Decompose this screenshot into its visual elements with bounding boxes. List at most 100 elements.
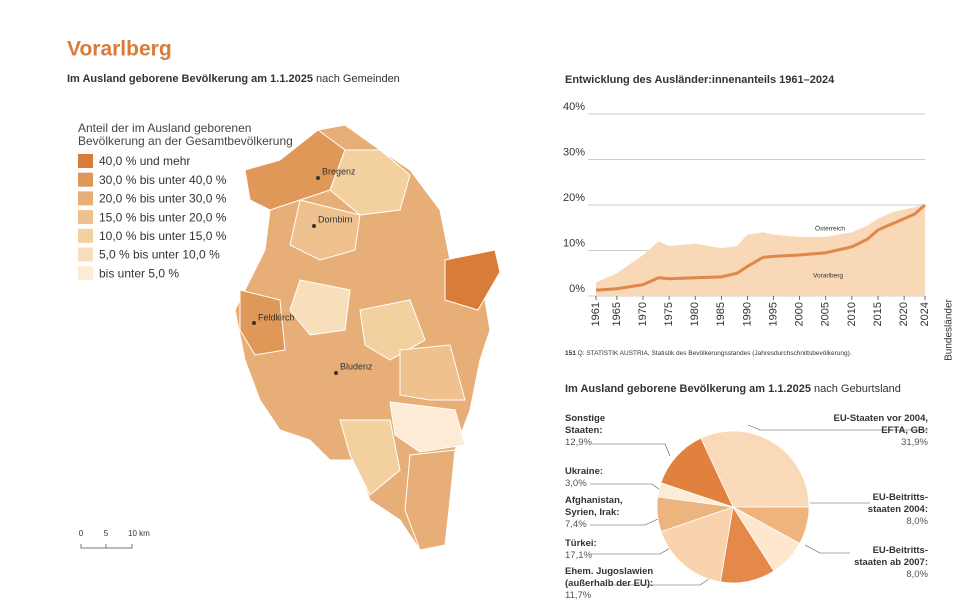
y-tick-label: 10% [563, 237, 585, 249]
x-tick-label: 1985 [715, 302, 727, 326]
pie-category: Sonstige Staaten: [565, 413, 606, 436]
pie-slice [660, 437, 734, 508]
x-tick-label: 1990 [741, 302, 753, 326]
pie-label: Sonstige Staaten: 12,9% [565, 413, 615, 449]
pie-category: Ukraine: [565, 466, 604, 477]
x-tick-label: 2020 [898, 302, 910, 326]
map-title: Im Ausland geborene Bevölkerung am 1.1.2… [67, 73, 400, 85]
scale-label: 10 km [128, 529, 150, 538]
x-tick-label: 2015 [872, 302, 884, 326]
pie-label: Ukraine: 3,0% [565, 466, 645, 490]
pie-label: Afghanistan, Syrien, Irak: 7,4% [565, 495, 640, 531]
page-title: Vorarlberg [67, 38, 172, 61]
leader-line [590, 517, 661, 526]
pie-title: Im Ausland geborene Bevölkerung am 1.1.2… [565, 383, 901, 395]
source: 151 Q: STATISTIK AUSTRIA, Statistik des … [565, 350, 852, 357]
leader-line [590, 547, 671, 555]
x-tick-label: 1995 [767, 302, 779, 326]
legend-label: 10,0 % bis unter 15,0 % [99, 229, 227, 243]
x-tick-label: 1965 [611, 302, 623, 326]
legend-title: Anteil der im Ausland geborenen Bevölker… [78, 121, 293, 148]
city-label: Bludenz [340, 361, 373, 371]
map-title-bold: Im Ausland geborene Bevölkerung am 1.1.2… [67, 73, 313, 85]
legend-label: bis unter 5,0 % [99, 266, 179, 280]
pie-value-label: 17,1% [565, 550, 592, 561]
map-region [399, 344, 466, 401]
line [595, 203, 926, 292]
y-tick-label: 0% [569, 283, 585, 295]
legend-label: 5,0 % bis unter 10,0 % [99, 248, 220, 262]
x-tick-label: 2010 [846, 302, 858, 326]
map-region [289, 199, 361, 261]
series-label: Vorarlberg [813, 273, 843, 280]
pie-slice [700, 430, 810, 508]
map-region [389, 401, 466, 453]
map-title-rest: nach Gemeinden [313, 73, 400, 85]
leader-line [590, 483, 661, 491]
pie-label: Türkei: 17,1% [565, 538, 645, 562]
map-region [339, 419, 401, 496]
pie-value-label: 8,0% [906, 569, 928, 580]
side-label: Bundesländer [944, 298, 955, 360]
line-title: Entwicklung des Ausländer:innenanteils 1… [565, 74, 835, 86]
scale-label: 5 [104, 529, 109, 538]
legend-swatch [78, 266, 93, 281]
scale-line [80, 544, 133, 549]
x-tick-label: 2005 [820, 302, 832, 326]
legend-label: 20,0 % bis unter 30,0 % [99, 192, 227, 206]
pie-label: Ehem. Jugoslawien (außerhalb der EU): 11,… [565, 566, 665, 602]
legend-swatch [78, 228, 93, 243]
pie-category: Afghanistan, Syrien, Irak: [565, 495, 623, 518]
map-region [444, 249, 501, 311]
legend-swatch [78, 154, 93, 168]
city-dot [252, 321, 256, 325]
source-text: Q: STATISTIK AUSTRIA, Statistik des Bevö… [576, 350, 852, 357]
scale-bar: 0 5 10 km [79, 529, 150, 549]
pie-title-rest: nach Geburtsland [811, 383, 901, 395]
pie-category: EU-Beitritts-staaten 2004: [867, 492, 928, 515]
pie-value-label: 12,9% [565, 437, 592, 448]
legend-swatch [78, 247, 93, 262]
x-tick-label: 2000 [794, 302, 806, 326]
pie-value-label: 11,7% [565, 590, 592, 601]
pie-value-label: 8,0% [906, 516, 928, 527]
city-dot [312, 224, 316, 228]
x-tick-label: 1970 [637, 302, 649, 326]
legend-swatch [78, 210, 93, 225]
city-label: Dornbirn [318, 214, 353, 224]
map-region [329, 149, 411, 216]
pie-label: EU-Beitritts-staaten 2004: 8,0% [858, 492, 928, 528]
map-region [239, 289, 286, 356]
pie-label: EU-Beitritts-staaten ab 2007: 8,0% [848, 545, 928, 581]
pie-category: Türkei: [565, 538, 597, 549]
x-tick-label: 1961 [590, 302, 602, 326]
y-tick-label: 30% [563, 146, 585, 158]
legend-swatch [78, 172, 93, 187]
leader-line [747, 424, 928, 431]
pie-value-label: 31,9% [901, 437, 928, 448]
y-tick-label: 40% [563, 101, 585, 113]
legend-label: 15,0 % bis unter 20,0 % [99, 210, 227, 224]
leader-line [804, 544, 850, 554]
pie-value-label: 3,0% [565, 478, 587, 489]
legend-swatch [78, 191, 93, 206]
source-number: 151 [565, 350, 576, 357]
map [234, 124, 501, 551]
x-tick-label: 2024 [919, 302, 931, 326]
pie-category: EU-Beitritts-staaten ab 2007: [854, 545, 928, 568]
x-tick-label: 1980 [689, 302, 701, 326]
leader-line [592, 443, 671, 457]
y-tick-label: 20% [563, 192, 585, 204]
city-dot [316, 176, 320, 180]
city-label: Bregenz [322, 166, 356, 176]
scale-label: 0 [79, 529, 84, 538]
city-dot [334, 371, 338, 375]
city-label: Feldkirch [258, 312, 295, 322]
area [596, 205, 925, 296]
legend-label: 30,0 % bis unter 40,0 % [99, 173, 227, 187]
cities: Bregenz Dornbirn Feldkirch Bludenz [252, 166, 373, 375]
map-region [289, 279, 351, 336]
legend-label: 40,0 % und mehr [99, 154, 190, 168]
